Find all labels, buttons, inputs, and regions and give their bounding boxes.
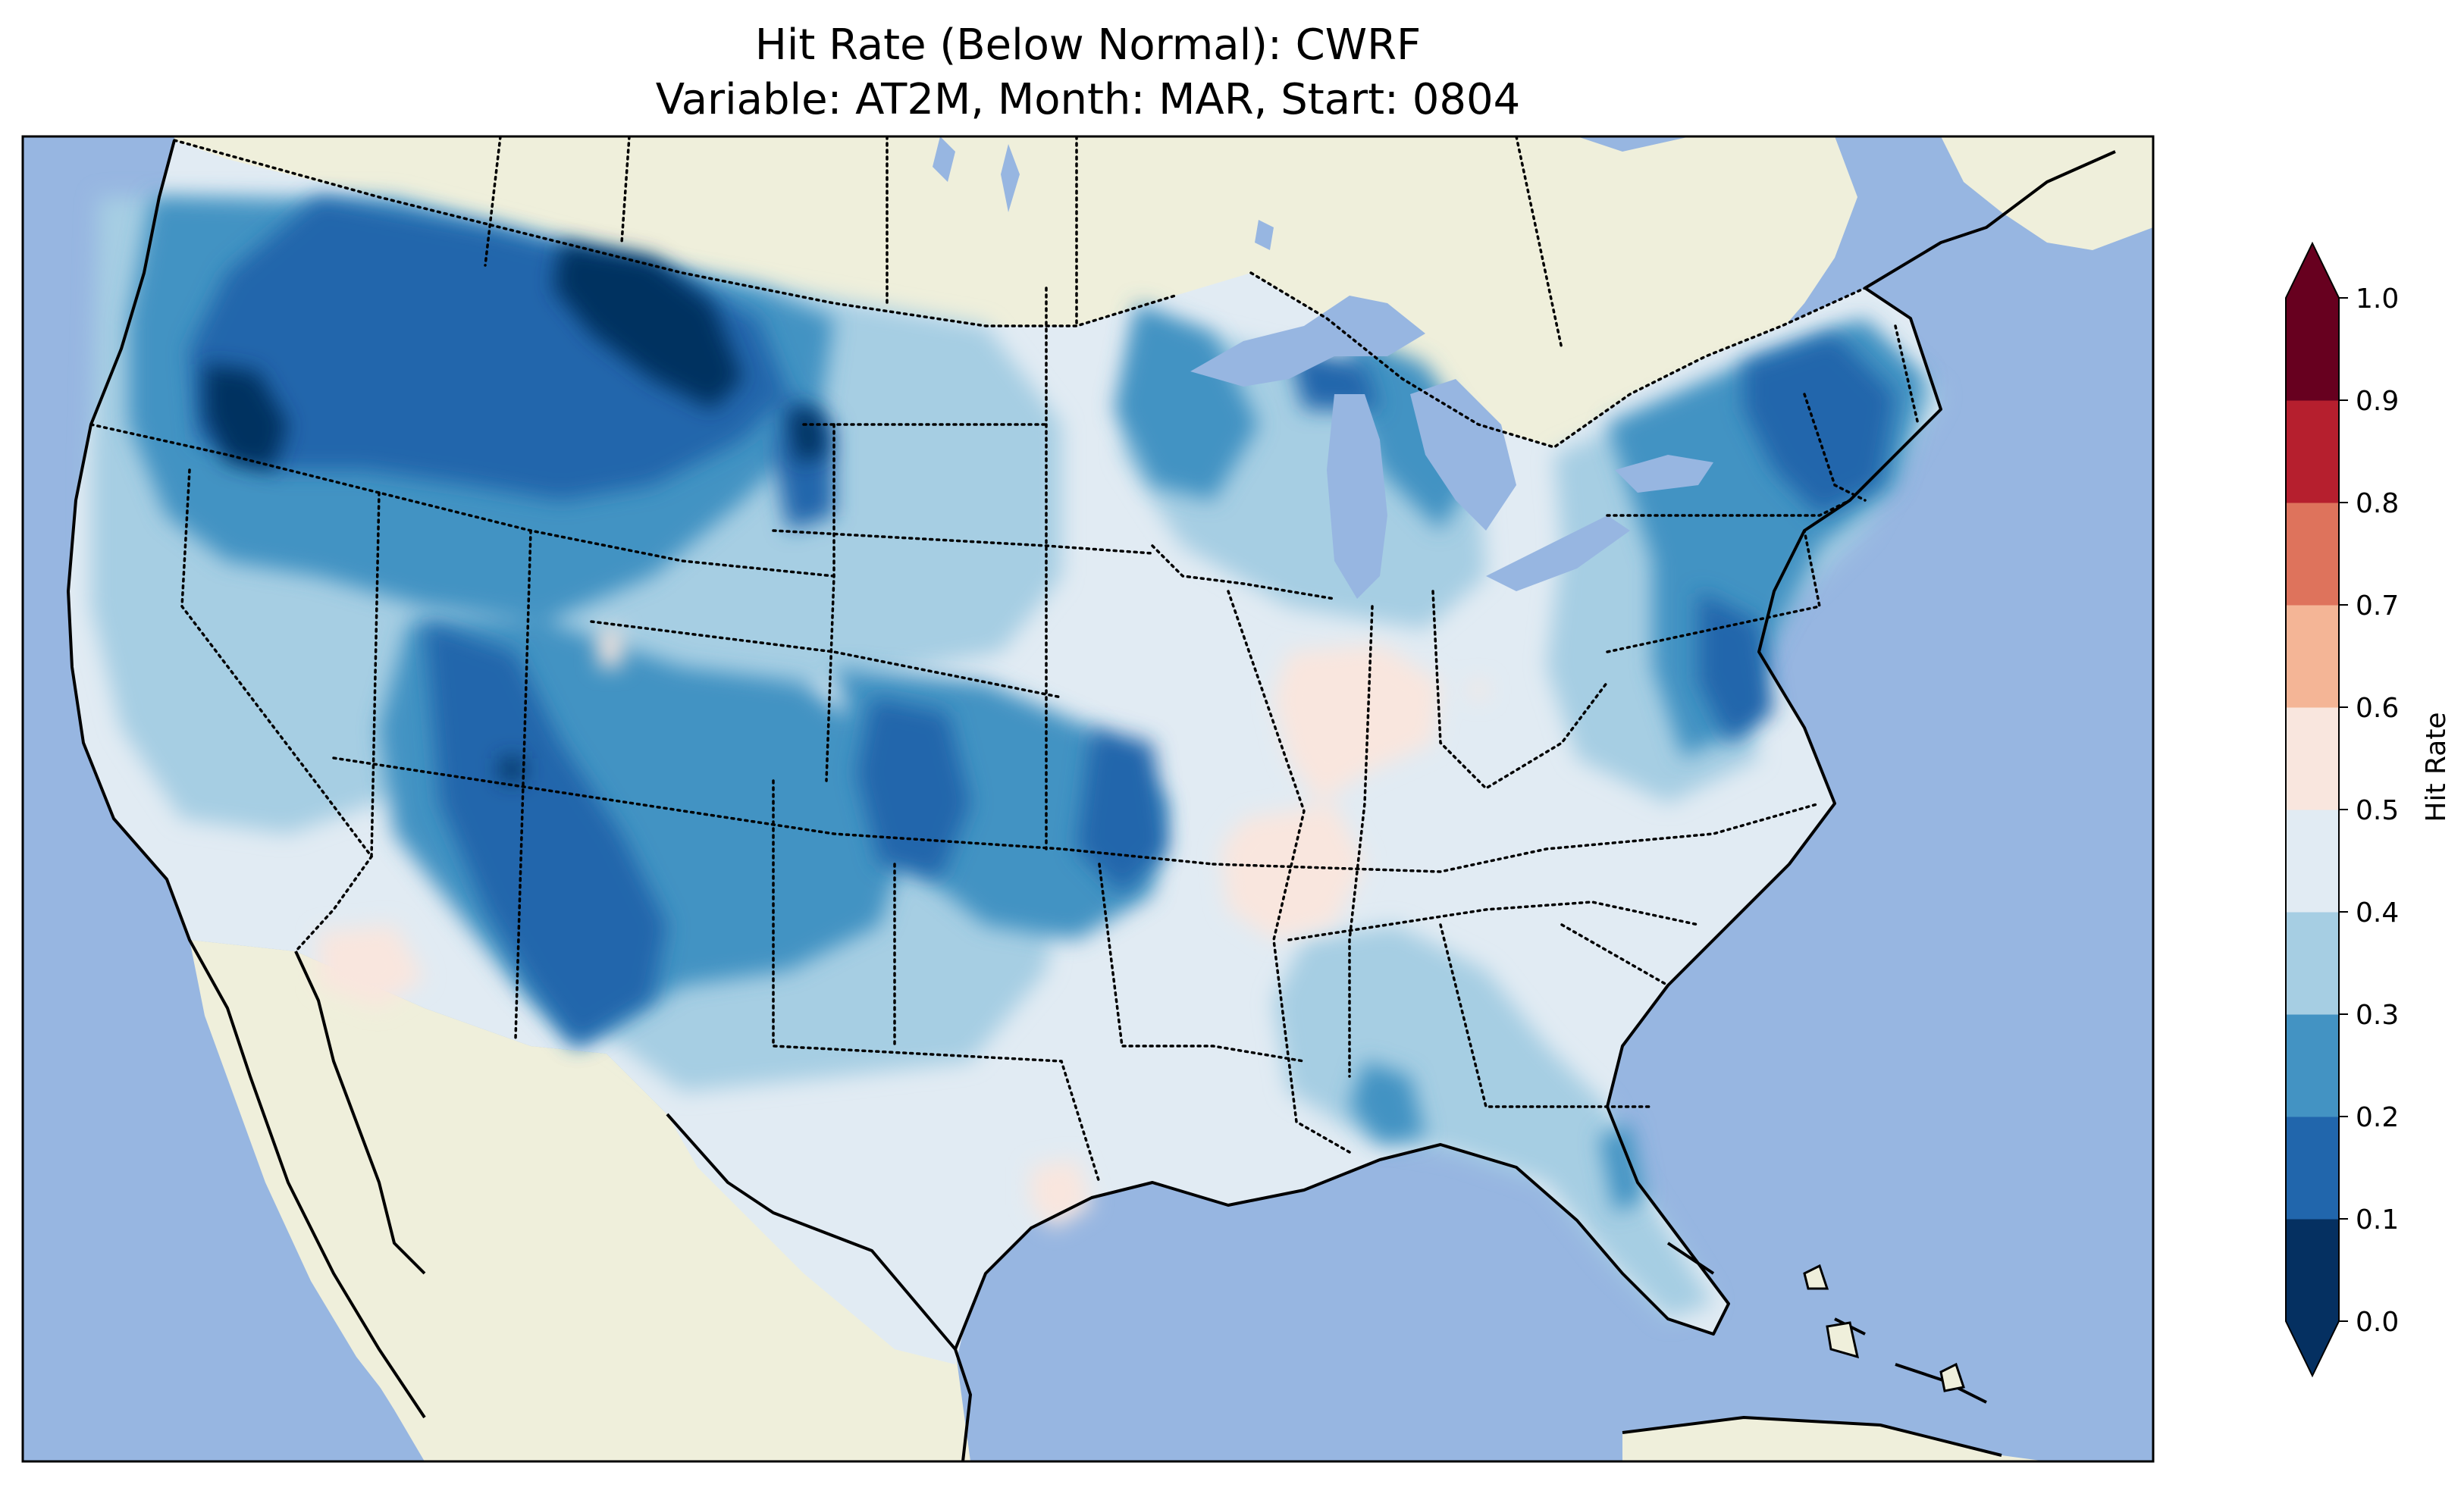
colorbar-bin: [2286, 400, 2339, 503]
figure-title-line2: Variable: AT2M, Month: MAR, Start: 0804: [656, 75, 1520, 124]
lake-michigan: [1327, 394, 1387, 599]
colorbar-bin: [2286, 810, 2339, 913]
state-borders: [89, 136, 1920, 1184]
figure-title-line1: Hit Rate (Below Normal): CWRF: [755, 20, 1422, 70]
land-maritimes: [1941, 136, 2153, 250]
land-mexico: [190, 940, 970, 1461]
colorbar-tick-label: 0.6: [2356, 693, 2399, 724]
colorbar-bin: [2286, 298, 2339, 401]
colorbar-tick-label: 0.4: [2356, 897, 2399, 929]
colorbar-tick-label: 0.2: [2356, 1102, 2399, 1133]
great-lakes: [933, 136, 1713, 599]
colorbar: 0.0 0.1 0.2 0.3 0.4 0.5 0.6 0.7 0.8 0.9 1.0: [2285, 241, 2399, 1378]
map-frame: [21, 135, 2155, 1463]
lake-ontario: [1615, 455, 1713, 493]
colorbar-bin: [2286, 1014, 2339, 1117]
colorbar-tick-label: 0.5: [2356, 795, 2399, 826]
colorbar-bin: [2286, 1117, 2339, 1220]
colorbar-extend-min: [2286, 1321, 2339, 1376]
coastlines: [67, 139, 2116, 1461]
colorbar-tick-label: 1.0: [2356, 283, 2399, 315]
bin-0.5-0.6: [318, 629, 1486, 1228]
colorbar-bin: [2286, 1219, 2339, 1322]
colorbar-extend-max: [2286, 243, 2339, 298]
colorbar-label: Hit Rate: [2421, 712, 2452, 822]
colorbar-tick-label: 0.1: [2356, 1204, 2399, 1236]
lake-huron: [1410, 379, 1516, 531]
colorbar-tick-label: 0.9: [2356, 386, 2399, 417]
colorbar-tick-label: 0.0: [2356, 1307, 2399, 1338]
map-panel: [23, 136, 2153, 1461]
land-baja: [190, 940, 425, 1425]
colorbar-bin: [2286, 605, 2339, 708]
caribbean-islands: [1803, 1264, 1965, 1392]
bin-0.0-0.1: [205, 243, 826, 781]
colorbar-bin: [2286, 503, 2339, 606]
colorbar-tick-label: 0.7: [2356, 590, 2399, 622]
colorbar-tick-label: 0.8: [2356, 488, 2399, 519]
colorbar-bin: [2286, 912, 2339, 1015]
colorbar-tick-label: 0.3: [2356, 1000, 2399, 1031]
lake-erie: [1486, 515, 1630, 591]
colorbar-bin: [2286, 707, 2339, 810]
lake-superior: [1190, 296, 1425, 387]
land-cuba: [1622, 1417, 2047, 1461]
